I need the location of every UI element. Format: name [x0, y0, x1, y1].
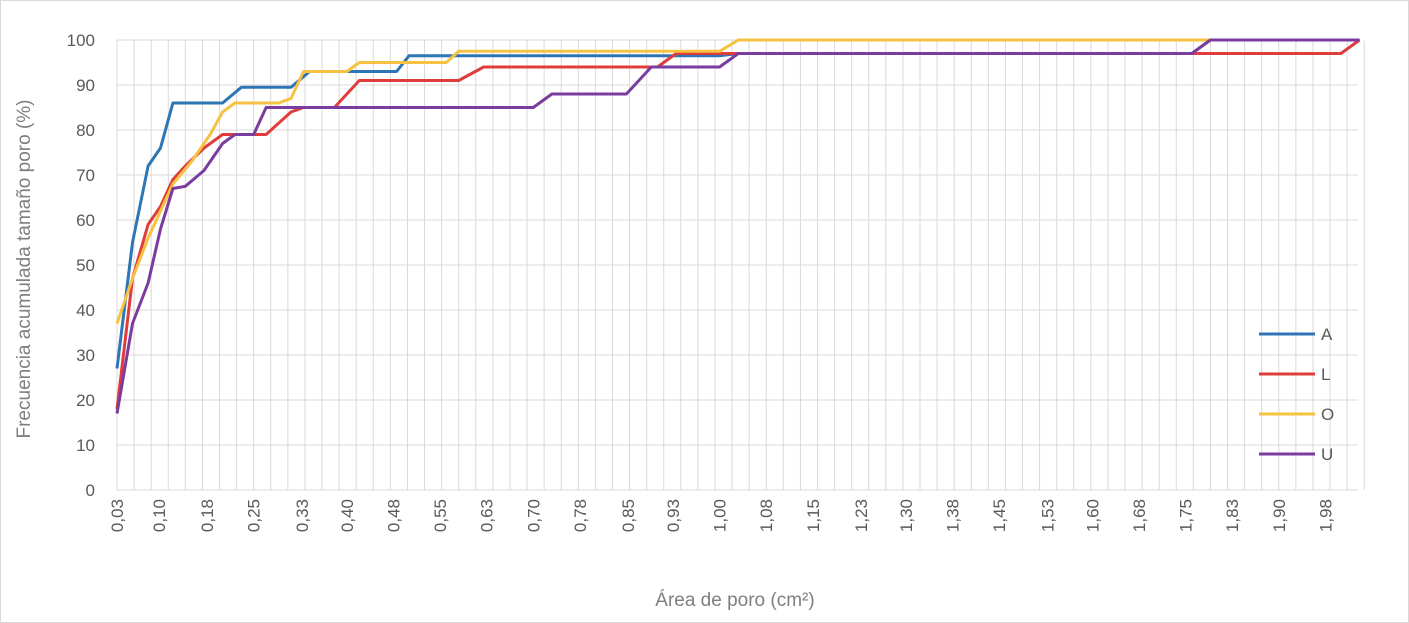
x-tick-label: 0,03 — [108, 499, 127, 532]
series-layer — [115, 38, 1361, 414]
x-tick-label: 0,48 — [384, 499, 403, 532]
y-axis-title: Frecuencia acumulada tamaño poro (%) — [14, 99, 35, 438]
x-tick-label: 1,23 — [852, 499, 871, 532]
x-tick-label: 1,38 — [944, 499, 963, 532]
y-tick-label: 50 — [76, 256, 95, 275]
series-line-a — [115, 38, 1360, 369]
x-tick-label: 1,60 — [1083, 499, 1102, 532]
x-tick-label: 1,83 — [1223, 499, 1242, 532]
x-tick-label: 0,63 — [478, 499, 497, 532]
x-tick-label: 1,75 — [1177, 499, 1196, 532]
x-tick-label: 1,45 — [990, 499, 1009, 532]
x-axis-title: Área de poro (cm²) — [655, 590, 814, 611]
legend: A L O U — [1259, 325, 1334, 464]
grid-layer — [116, 39, 1365, 491]
x-tick-label: 1,90 — [1270, 499, 1289, 532]
x-tick-label: 0,55 — [431, 499, 450, 532]
x-tick-label: 0,10 — [150, 499, 169, 532]
series-line-o — [115, 38, 1360, 324]
legend-item-l: L — [1259, 365, 1330, 384]
y-tick-label: 100 — [67, 31, 95, 50]
y-tick-label: 20 — [76, 391, 95, 410]
x-tick-label: 0,70 — [524, 499, 543, 532]
x-tick-label: 0,78 — [571, 499, 590, 532]
y-tick-label: 60 — [76, 211, 95, 230]
legend-item-o: O — [1259, 405, 1334, 424]
series-line-u — [115, 38, 1360, 414]
y-tick-label: 90 — [76, 76, 95, 95]
x-tick-label: 0,85 — [619, 499, 638, 532]
y-tick-label: 80 — [76, 121, 95, 140]
x-tick-label: 1,15 — [804, 499, 823, 532]
y-tick-label: 40 — [76, 301, 95, 320]
x-tick-labels: 0,03 0,10 0,18 0,25 0,33 0,40 0,48 0,55 0,63 0,70… — [108, 499, 1335, 532]
legend-label: L — [1321, 365, 1330, 384]
legend-label: U — [1321, 445, 1333, 464]
x-tick-label: 0,93 — [664, 499, 683, 532]
x-tick-label: 1,08 — [757, 499, 776, 532]
x-tick-label: 1,00 — [711, 499, 730, 532]
y-tick-label: 70 — [76, 166, 95, 185]
legend-item-a: A — [1259, 325, 1333, 344]
legend-label: A — [1321, 325, 1333, 344]
x-tick-label: 0,33 — [293, 499, 312, 532]
y-tick-label: 10 — [76, 436, 95, 455]
series-line-l — [115, 38, 1361, 410]
x-tick-label: 1,98 — [1316, 499, 1335, 532]
x-tick-label: 0,18 — [198, 499, 217, 532]
x-tick-label: 0,40 — [338, 499, 357, 532]
x-tick-label: 1,68 — [1130, 499, 1149, 532]
legend-item-u: U — [1259, 445, 1333, 464]
y-tick-label: 30 — [76, 346, 95, 365]
x-tick-label: 0,25 — [245, 499, 264, 532]
y-tick-label: 0 — [86, 481, 95, 500]
legend-label: O — [1321, 405, 1334, 424]
x-tick-label: 1,30 — [897, 499, 916, 532]
y-tick-labels: 0 10 20 30 40 50 60 70 80 90 100 — [67, 31, 95, 500]
x-tick-label: 1,53 — [1038, 499, 1057, 532]
